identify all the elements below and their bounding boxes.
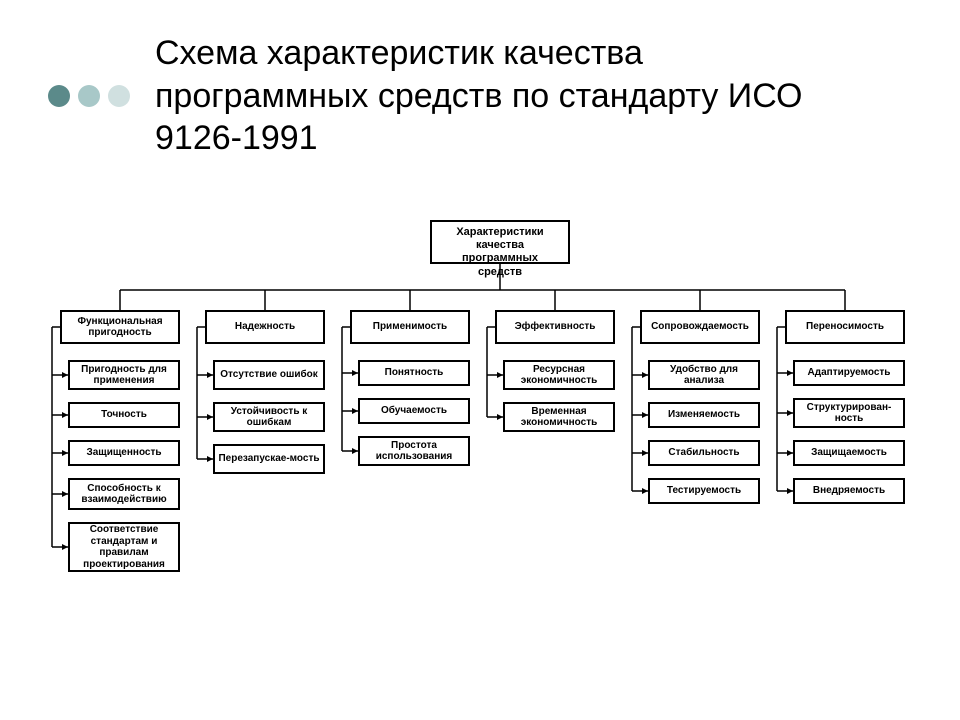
page-title: Схема характеристик качества программных… — [155, 32, 835, 160]
sub-1-2: Перезапускае-мость — [213, 444, 325, 474]
category-2: Применимость — [350, 310, 470, 344]
sub-4-3: Тестируемость — [648, 478, 760, 504]
sub-0-4: Соответствие стандартам и правилам проек… — [68, 522, 180, 572]
sub-4-1: Изменяемость — [648, 402, 760, 428]
sub-4-2: Стабильность — [648, 440, 760, 466]
root-node: Характеристики качества программных сред… — [430, 220, 570, 264]
title-bullets — [48, 85, 130, 107]
category-4: Сопровождаемость — [640, 310, 760, 344]
bullet-1 — [48, 85, 70, 107]
sub-0-3: Способность к взаимодействию — [68, 478, 180, 510]
category-0: Функциональная пригодность — [60, 310, 180, 344]
sub-0-0: Пригодность для применения — [68, 360, 180, 390]
sub-2-2: Простота использования — [358, 436, 470, 466]
sub-3-0: Ресурсная экономичность — [503, 360, 615, 390]
sub-5-1: Структурирован-ность — [793, 398, 905, 428]
bullet-3 — [108, 85, 130, 107]
sub-1-1: Устойчивость к ошибкам — [213, 402, 325, 432]
sub-0-2: Защищенность — [68, 440, 180, 466]
sub-5-3: Внедряемость — [793, 478, 905, 504]
sub-2-0: Понятность — [358, 360, 470, 386]
sub-5-0: Адаптируемость — [793, 360, 905, 386]
category-5: Переносимость — [785, 310, 905, 344]
sub-1-0: Отсутствие ошибок — [213, 360, 325, 390]
sub-3-1: Временная экономичность — [503, 402, 615, 432]
sub-0-1: Точность — [68, 402, 180, 428]
sub-5-2: Защищаемость — [793, 440, 905, 466]
bullet-2 — [78, 85, 100, 107]
category-3: Эффективность — [495, 310, 615, 344]
sub-2-1: Обучаемость — [358, 398, 470, 424]
category-1: Надежность — [205, 310, 325, 344]
sub-4-0: Удобство для анализа — [648, 360, 760, 390]
